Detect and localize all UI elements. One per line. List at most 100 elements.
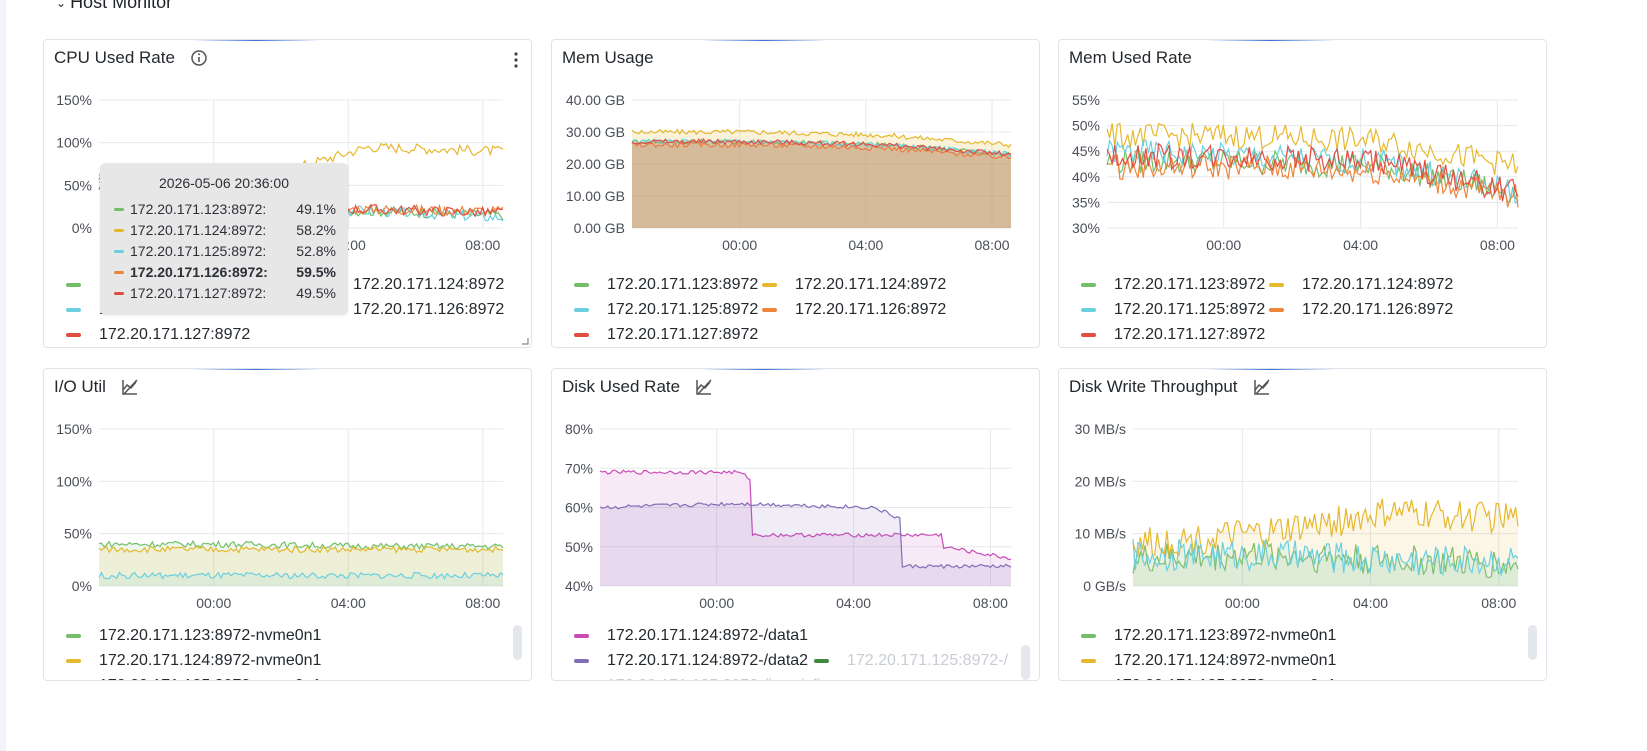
tooltip-value: 49.5% [296,285,336,301]
series-line [98,571,504,580]
chart-plot[interactable]: 55% 50% 45% 40% 35% 30% 00:00 04:00 08:00 [1059,40,1547,258]
legend-label: 172.20.171.127:8972 [607,326,759,343]
legend-item[interactable]: 172.20.171.125:8972 [1081,301,1265,319]
legend-label: 172.20.171.125:8972 [607,301,759,318]
panel-title-text: Disk Write Throughput [1069,377,1238,396]
y-tick-label: 80% [565,421,593,437]
legend-swatch [1081,283,1096,287]
legend-scrollbar[interactable] [513,625,522,660]
series-line [631,138,1012,157]
legend-scrollbar[interactable] [1528,625,1537,660]
y-tick-label: 40% [565,578,593,594]
panel-menu-icon[interactable] [509,50,523,70]
legend-item[interactable]: 172.20.171.127:8972 [1081,326,1265,344]
legend-item[interactable]: 172.20.171.124:8972 [762,276,946,294]
legend-item[interactable]: 172.20.171.125:8972-/boot/efi [574,677,821,680]
series-line [98,545,504,554]
legend-label: 172.20.171.125:8972-/boot/efi [607,677,821,680]
legend-item[interactable]: 172.20.171.123:8972 [574,276,758,294]
legend-swatch [762,283,777,287]
series-area [99,572,503,586]
legend-swatch [114,228,124,232]
series-area [1133,498,1518,586]
no-data-chart-icon[interactable] [694,377,714,397]
legend-item[interactable]: 172.20.171.124:8972-/data2 [574,652,808,670]
no-data-chart-icon[interactable] [1252,377,1272,397]
legend-swatch [114,207,124,211]
no-data-chart-icon[interactable] [120,377,140,397]
legend-item[interactable]: 172.20.171.123:8972-nvme0n1 [1081,627,1336,645]
legend-label: 172.20.171.127:8972 [99,326,251,343]
legend-item[interactable]: 172.20.171.125:8972-nvme0n1 [1081,677,1336,680]
series-area [1133,539,1518,586]
legend-label: 172.20.171.123:8972-nvme0n1 [99,627,322,644]
panel-mem-used-rate[interactable]: Mem Used Rate 55% 50% 45% 40% 35% 30% 00:00 04:0… [1058,39,1547,348]
series-line [599,469,1012,561]
panel-disk-used-rate[interactable]: Disk Used Rate 80% 70% 60% 50% 40% 00:00 04:00 0… [551,368,1040,681]
loading-indicator [1205,369,1336,370]
chart-plot[interactable]: 40.00 GB 30.00 GB 20.00 GB 10.00 GB 0.00 GB 0… [552,40,1040,258]
chart-plot[interactable]: 150% 100% 50% 0% 00:00 04:00 08:00 [44,369,532,616]
legend-swatch [814,659,829,663]
panel-title[interactable]: Mem Used Rate [1069,48,1192,68]
panel-i-o-util[interactable]: I/O Util 150% 100% 50% 0% 00:00 04:00 08:00 172.… [43,368,532,681]
legend-label: 172.20.171.124:8972 [795,276,947,293]
y-tick-label: 20 MB/s [1075,473,1126,489]
panel-title-text: Disk Used Rate [562,377,681,396]
legend-item[interactable]: 172.20.171.127:8972 [574,326,758,344]
legend-swatch [574,308,589,312]
tooltip-label: 172.20.171.126:8972: [130,264,268,280]
info-icon[interactable] [189,48,209,68]
legend-item[interactable]: 172.20.171.124:8972-nvme0n1 [66,652,321,670]
x-tick-label: 04:00 [836,595,871,611]
x-tick-label: 08:00 [465,237,500,253]
legend-item[interactable]: 172.20.171.125:8972-nvme0n1 [66,677,321,680]
series-area [632,139,1011,228]
legend-item[interactable]: 172.20.171.124:8972-/data1 [574,627,808,645]
legend-item[interactable]: 172.20.171.127:8972 [66,326,250,344]
legend-label: 172.20.171.123:8972 [607,276,759,293]
legend-item[interactable]: 172.20.171.124:8972 [1269,276,1453,294]
x-tick-label: 08:00 [975,237,1010,253]
legend-label: 172.20.171.126:8972 [1302,301,1454,318]
legend-item[interactable]: 172.20.171.125:8972 [574,301,758,319]
legend-item[interactable]: 172.20.171.125:8972-/ [814,652,1008,670]
panel-title[interactable]: Mem Usage [562,48,654,68]
panel-title-text: Mem Used Rate [1069,48,1192,67]
legend-item[interactable]: 172.20.171.124:8972-nvme0n1 [1081,652,1336,670]
resize-handle-icon[interactable] [521,337,529,345]
legend-item[interactable]: 172.20.171.123:8972-nvme0n1 [66,627,321,645]
legend-swatch [66,333,81,337]
panel-title[interactable]: I/O Util [54,377,140,397]
x-tick-label: 04:00 [331,595,366,611]
tooltip-row: 172.20.171.123:8972: 49.1% [114,201,336,217]
tooltip-row: 172.20.171.124:8972: 58.2% [114,222,336,238]
y-tick-label: 50% [64,177,92,193]
panel-title[interactable]: CPU Used Rate [54,48,209,68]
series-line [1106,148,1519,203]
y-tick-label: 30.00 GB [566,124,625,140]
left-strip [0,0,6,751]
legend-label: 172.20.171.124:8972-nvme0n1 [99,652,322,669]
panel-mem-usage[interactable]: Mem Usage 40.00 GB 30.00 GB 20.00 GB 10.00 G… [551,39,1040,348]
panel-title[interactable]: Disk Write Throughput [1069,377,1272,397]
panel-title[interactable]: Disk Used Rate [562,377,714,397]
panel-disk-write-throughput[interactable]: Disk Write Throughput 30 MB/s 20 MB/s 10 MB… [1058,368,1547,681]
series-line [599,501,1012,570]
section-header[interactable]: ⌄ Host Monitor [56,0,172,13]
legend-scrollbar[interactable] [1021,645,1030,680]
y-tick-label: 30 MB/s [1075,421,1126,437]
tooltip-row: 172.20.171.127:8972: 49.5% [114,285,336,301]
series-line [631,128,1012,148]
legend-label: 172.20.171.124:8972 [353,276,505,293]
legend-item[interactable]: 172.20.171.126:8972 [1269,301,1453,319]
loading-indicator [190,40,321,41]
legend-item[interactable]: 172.20.171.123:8972 [1081,276,1265,294]
series-area [1133,539,1518,586]
legend-item[interactable]: 172.20.171.126:8972 [762,301,946,319]
chart-plot[interactable]: 30 MB/s 20 MB/s 10 MB/s 0 GB/s 00:00 04:00 08:… [1059,369,1547,616]
y-tick-label: 30% [1072,220,1100,236]
chart-plot[interactable]: 80% 70% 60% 50% 40% 00:00 04:00 08:00 [552,369,1040,616]
legend-swatch [1081,308,1096,312]
x-tick-label: 00:00 [1225,595,1260,611]
